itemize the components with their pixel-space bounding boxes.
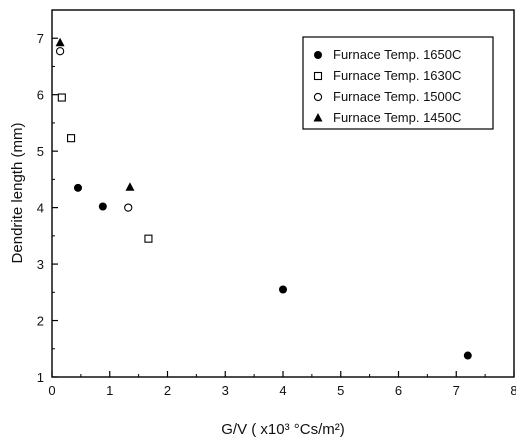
x-tick-label: 3 (222, 383, 229, 398)
legend-box (302, 36, 494, 130)
y-tick-label: 3 (37, 257, 44, 272)
legend-label-1450: Furnace Temp. 1450C (333, 110, 461, 125)
y-tick-label: 6 (37, 88, 44, 103)
data-point-series-1 (67, 134, 76, 143)
points-layer (55, 37, 472, 360)
legend-marker-series-2 (313, 92, 323, 102)
data-point-series-2 (55, 47, 65, 56)
x-tick-label: 6 (395, 383, 402, 398)
x-tick-label: 4 (279, 383, 286, 398)
y-axis-title: Dendrite length (mm) (9, 123, 26, 264)
y-tick-label: 7 (37, 31, 44, 46)
x-tick-label: 8 (510, 383, 516, 398)
x-tick-label: 1 (106, 383, 113, 398)
legend-markers (313, 51, 323, 122)
data-point-series-0 (98, 202, 107, 211)
data-point-series-0 (463, 351, 472, 360)
data-point-series-0 (279, 285, 287, 294)
x-tick-label: 2 (164, 383, 171, 398)
data-point-series-0 (73, 183, 82, 192)
legend-marker-series-1 (313, 71, 323, 81)
legend-marker-series-3 (313, 113, 323, 122)
x-axis-title: G/V ( x10³ °Cs/m²) (221, 421, 345, 438)
data-point-series-3 (125, 182, 135, 191)
x-tick-label: 7 (453, 383, 460, 398)
legend-label-1500: Furnace Temp. 1500C (333, 89, 461, 104)
data-point-series-2 (124, 203, 133, 212)
y-tick-label: 1 (37, 370, 44, 385)
legend: Furnace Temp. 1650C Furnace Temp. 1630C … (302, 36, 494, 130)
y-tick-label: 4 (37, 201, 44, 216)
x-tick-label: 5 (337, 383, 344, 398)
data-point-series-1 (144, 234, 153, 243)
data-point-series-1 (57, 93, 66, 102)
y-tick-label: 2 (37, 314, 44, 329)
x-tick-label: 0 (48, 383, 55, 398)
legend-marker-series-0 (314, 51, 322, 59)
legend-label-1630: Furnace Temp. 1630C (333, 68, 461, 83)
y-tick-label: 5 (37, 144, 44, 159)
legend-label-1650: Furnace Temp. 1650C (333, 47, 461, 62)
data-point-series-3 (55, 37, 65, 47)
